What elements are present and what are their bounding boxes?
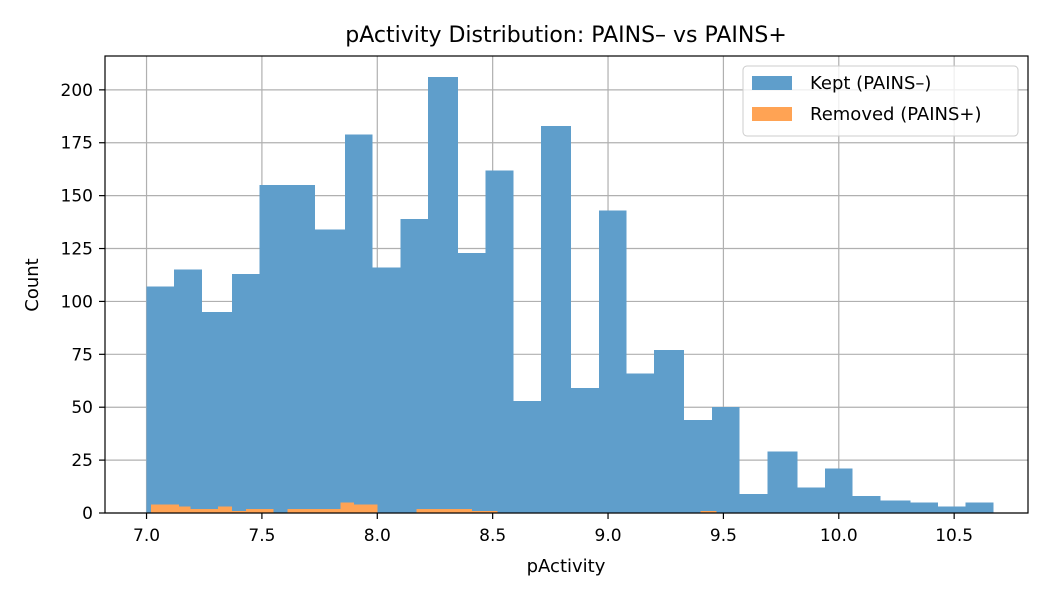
removed-bar	[444, 508, 459, 513]
kept-bar	[344, 134, 373, 513]
x-tick-label: 10.0	[820, 526, 858, 546]
x-axis-label: pActivity	[527, 556, 606, 577]
removed-bar	[190, 508, 205, 513]
x-tick-label: 7.0	[133, 526, 160, 546]
removed-bar	[259, 508, 274, 513]
kept-bar	[287, 185, 315, 513]
removed-bar	[471, 510, 486, 513]
kept-bar	[684, 419, 712, 513]
kept-bar	[174, 269, 202, 513]
kept-bar	[797, 487, 825, 513]
y-tick-label: 0	[82, 504, 93, 524]
kept-bar	[852, 496, 881, 513]
removed-bar	[458, 508, 472, 513]
removed-bar	[368, 504, 378, 513]
x-tick-label: 9.5	[710, 526, 737, 546]
removed-bar	[151, 504, 165, 513]
y-tick-label: 150	[61, 187, 93, 207]
y-tick-label: 25	[71, 451, 93, 471]
removed-bar	[354, 504, 369, 513]
kept-bar	[654, 350, 685, 513]
kept-bar	[259, 185, 288, 513]
removed-bar	[326, 508, 341, 513]
y-tick-label: 50	[71, 398, 93, 418]
kept-bar	[458, 252, 486, 513]
removed-bar	[416, 508, 431, 513]
kept-series-bars	[146, 77, 994, 514]
removed-series-bars	[151, 502, 717, 513]
y-tick-label: 75	[71, 345, 93, 365]
removed-bar	[314, 508, 327, 513]
kept-bar	[400, 218, 429, 513]
removed-bar	[430, 508, 445, 513]
kept-bar	[965, 502, 994, 513]
removed-bar	[485, 510, 498, 513]
legend-swatch-removed	[752, 107, 792, 121]
kept-bar	[541, 125, 572, 513]
y-axis-label: Count	[22, 258, 43, 311]
removed-bar	[700, 510, 717, 513]
removed-bar	[231, 510, 246, 513]
legend: Kept (PAINS–) Removed (PAINS+)	[742, 65, 1019, 137]
legend-box	[742, 65, 1019, 137]
removed-bar	[178, 506, 191, 513]
kept-bar	[571, 388, 599, 513]
kept-bar	[711, 407, 740, 513]
kept-bar	[485, 170, 514, 513]
legend-swatch-kept	[752, 76, 792, 90]
kept-bar	[513, 400, 542, 513]
legend-label-removed: Removed (PAINS+)	[810, 104, 982, 125]
y-axis: 0 25 50 75 100 125 150 175 200	[61, 81, 105, 524]
removed-bar	[301, 508, 315, 513]
removed-bar	[164, 504, 179, 513]
kept-bar	[767, 451, 798, 513]
kept-bar	[598, 210, 627, 513]
x-tick-label: 8.5	[479, 526, 506, 546]
y-tick-label: 175	[61, 134, 93, 154]
y-tick-label: 100	[61, 292, 93, 312]
legend-label-kept: Kept (PAINS–)	[810, 73, 931, 94]
kept-bar	[739, 493, 768, 513]
kept-bar	[314, 229, 345, 514]
kept-bar	[626, 373, 655, 513]
kept-bar	[910, 502, 939, 513]
kept-bar	[938, 506, 966, 513]
removed-bar	[218, 506, 232, 513]
x-tick-label: 8.0	[364, 526, 391, 546]
kept-bar	[372, 267, 401, 513]
removed-bar	[204, 508, 219, 513]
removed-bar	[245, 508, 260, 513]
x-axis: 7.0 7.5 8.0 8.5 9.0 9.5 10.0 10.5	[133, 513, 973, 546]
x-tick-label: 7.5	[248, 526, 275, 546]
kept-bar	[428, 77, 459, 513]
kept-bar	[146, 286, 175, 513]
removed-bar	[287, 508, 302, 513]
x-tick-label: 9.0	[595, 526, 622, 546]
y-tick-label: 200	[61, 81, 93, 101]
removed-bar	[340, 502, 355, 513]
kept-bar	[880, 500, 911, 513]
kept-bar	[201, 312, 232, 513]
kept-bar	[231, 273, 260, 513]
plot-frame	[104, 55, 1029, 514]
kept-bar	[824, 468, 853, 513]
chart-title: pActivity Distribution: PAINS– vs PAINS+	[345, 23, 787, 48]
y-tick-label: 125	[61, 240, 93, 260]
x-tick-label: 10.5	[935, 526, 973, 546]
